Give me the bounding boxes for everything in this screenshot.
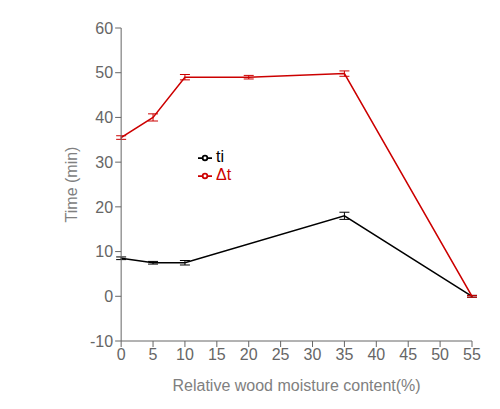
svg-text:40: 40 bbox=[367, 346, 385, 363]
svg-text:40: 40 bbox=[95, 109, 113, 126]
svg-text:0: 0 bbox=[104, 288, 113, 305]
svg-text:Time (min): Time (min) bbox=[63, 147, 80, 223]
svg-text:5: 5 bbox=[149, 346, 158, 363]
svg-text:10: 10 bbox=[95, 243, 113, 260]
svg-text:10: 10 bbox=[176, 346, 194, 363]
html-text:Δt: Δt bbox=[216, 166, 232, 183]
svg-text:0: 0 bbox=[117, 346, 126, 363]
svg-text:25: 25 bbox=[272, 346, 290, 363]
html-text:ti: ti bbox=[216, 148, 224, 165]
svg-text:60: 60 bbox=[95, 20, 113, 37]
svg-text:50: 50 bbox=[431, 346, 449, 363]
svg-text:Relative wood moisture content: Relative wood moisture content(%) bbox=[173, 377, 421, 394]
svg-text:50: 50 bbox=[95, 64, 113, 81]
svg-text:45: 45 bbox=[399, 346, 417, 363]
svg-text:30: 30 bbox=[304, 346, 322, 363]
svg-text:20: 20 bbox=[95, 199, 113, 216]
svg-text:-10: -10 bbox=[90, 333, 113, 350]
svg-text:20: 20 bbox=[240, 346, 258, 363]
svg-text:35: 35 bbox=[336, 346, 354, 363]
svg-text:15: 15 bbox=[208, 346, 226, 363]
svg-text:55: 55 bbox=[463, 346, 481, 363]
svg-text:30: 30 bbox=[95, 154, 113, 171]
